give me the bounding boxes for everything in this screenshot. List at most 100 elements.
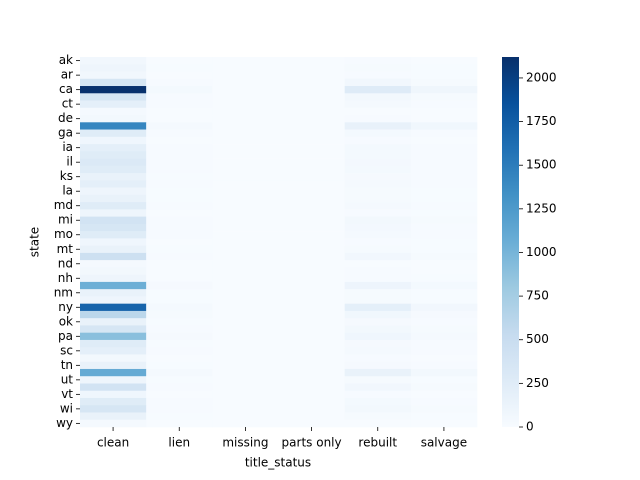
x-tick-label: lien	[168, 436, 190, 450]
heatmap-cell	[410, 412, 478, 421]
heatmap-cell	[146, 390, 213, 399]
heatmap-cell	[212, 368, 279, 377]
heatmap-cell	[344, 71, 412, 80]
y-axis-label: state	[28, 227, 42, 257]
heatmap-cell	[278, 187, 345, 196]
heatmap-cell	[278, 267, 345, 275]
heatmap-cell	[278, 100, 345, 109]
x-tick-label: clean	[97, 436, 129, 450]
y-tick-label: de	[58, 111, 73, 125]
heatmap-cell	[344, 267, 412, 275]
heatmap-cell	[344, 64, 412, 72]
heatmap-cell	[146, 158, 213, 167]
heatmap-cell	[80, 368, 147, 377]
heatmap-cell	[212, 289, 279, 297]
heatmap-cell	[410, 151, 478, 159]
heatmap-cell	[80, 303, 147, 312]
y-tick-label: nm	[54, 285, 73, 299]
heatmap-cell	[410, 252, 478, 261]
heatmap-cell	[146, 332, 213, 341]
heatmap-cell	[146, 419, 213, 428]
heatmap-cell	[146, 354, 213, 363]
heatmap-cell	[278, 158, 345, 167]
heatmap-cell	[410, 64, 478, 72]
heatmap-cell	[146, 260, 213, 268]
heatmap-cell	[278, 318, 345, 326]
heatmap-cell	[212, 339, 279, 348]
heatmap-cell	[410, 296, 478, 304]
colorbar-tick-label: 1250	[526, 201, 557, 215]
heatmap-cell	[344, 165, 412, 174]
heatmap-cell	[278, 216, 345, 225]
heatmap-cell	[278, 354, 345, 363]
heatmap-cell	[344, 390, 412, 399]
colorbar-tick-label: 500	[526, 332, 549, 346]
heatmap-cell	[410, 78, 478, 87]
heatmap-cell	[410, 100, 478, 109]
heatmap-cell	[80, 252, 147, 261]
heatmap-cell	[410, 115, 478, 123]
heatmap-cell	[278, 281, 345, 290]
heatmap-cell	[146, 383, 213, 392]
heatmap-cell	[146, 129, 213, 138]
x-tick-label: parts only	[282, 436, 342, 450]
heatmap-cell	[344, 194, 412, 203]
heatmap-cell	[146, 289, 213, 297]
heatmap-cell	[212, 86, 279, 94]
heatmap-cell	[80, 281, 147, 290]
heatmap-cell	[344, 187, 412, 196]
heatmap-cell	[212, 216, 279, 225]
heatmap-cell	[344, 100, 412, 109]
heatmap-cell	[80, 107, 147, 116]
y-tick-label: wy	[56, 416, 73, 430]
heatmap-cell	[80, 383, 147, 392]
heatmap-cell	[212, 165, 279, 174]
heatmap-cell	[146, 209, 213, 217]
heatmap-cell	[212, 318, 279, 326]
heatmap-cell	[146, 231, 213, 239]
heatmap-cell	[410, 93, 478, 101]
heatmap-cell	[146, 325, 213, 333]
heatmap-cell	[146, 347, 213, 355]
heatmap-cell	[410, 325, 478, 333]
heatmap-cell	[278, 303, 345, 312]
heatmap-cell	[344, 93, 412, 101]
heatmap-cell	[410, 194, 478, 203]
heatmap-cell	[410, 180, 478, 188]
heatmap-cell	[344, 347, 412, 355]
heatmap-cell	[146, 296, 213, 304]
heatmap-cell	[80, 129, 147, 138]
heatmap-cell	[278, 165, 345, 174]
heatmap-cell	[344, 332, 412, 341]
heatmap-cell	[278, 173, 345, 181]
heatmap-cell	[344, 86, 412, 94]
heatmap-cell	[410, 339, 478, 348]
heatmap-cell	[344, 260, 412, 268]
heatmap-cell	[80, 238, 147, 246]
heatmap-cell	[278, 223, 345, 232]
heatmap-cell	[146, 303, 213, 312]
heatmap-cell	[344, 173, 412, 181]
heatmap-cell	[212, 93, 279, 101]
heatmap-cell	[146, 86, 213, 94]
heatmap-cell	[344, 405, 412, 413]
heatmap-cell	[80, 325, 147, 333]
heatmap-cell	[80, 151, 147, 159]
heatmap-cell	[146, 397, 213, 406]
heatmap-cell	[344, 289, 412, 297]
y-tick-label: wi	[60, 401, 73, 415]
heatmap-cell	[212, 202, 279, 210]
heatmap-cell	[278, 144, 345, 152]
heatmap-cell	[344, 318, 412, 326]
heatmap-cell	[344, 339, 412, 348]
heatmap-cell	[212, 296, 279, 304]
heatmap-cell	[344, 376, 412, 384]
heatmap-cell	[344, 231, 412, 239]
heatmap-cell	[278, 129, 345, 138]
heatmap-cell	[212, 325, 279, 333]
heatmap-cell	[344, 310, 412, 319]
heatmap-cell	[80, 165, 147, 174]
heatmap-cell	[146, 361, 213, 370]
heatmap-cell	[410, 238, 478, 246]
heatmap-cell	[278, 136, 345, 145]
